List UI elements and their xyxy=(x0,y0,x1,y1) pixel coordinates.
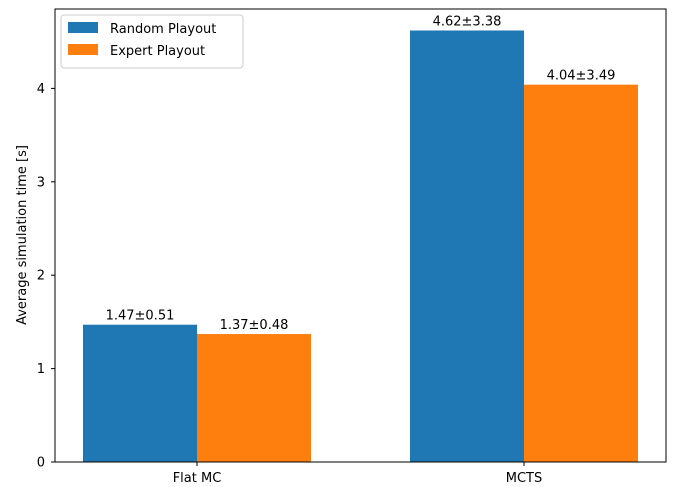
y-tick-0: 0 xyxy=(37,456,55,471)
x-tick-label-mcts: MCTS xyxy=(506,471,543,486)
y-axis-ticks: 0 1 2 3 4 xyxy=(37,82,55,471)
y-tick-label-3: 3 xyxy=(37,175,45,190)
bar-label-expert-playout-mcts: 4.04±3.49 xyxy=(547,69,616,84)
y-tick-label-1: 1 xyxy=(37,362,45,377)
y-tick-4: 4 xyxy=(37,82,55,97)
bar-label-random-playout-mcts: 4.62±3.38 xyxy=(433,14,502,29)
bar-expert-playout-flat-mc xyxy=(197,334,311,462)
legend-box xyxy=(60,14,244,69)
bars-group xyxy=(83,30,638,462)
y-axis-title: Average simulation time [s] xyxy=(15,145,30,325)
y-tick-1: 1 xyxy=(37,362,55,377)
bar-labels-group: 1.47±0.51 4.62±3.38 1.37±0.48 4.04±3.49 xyxy=(106,14,616,333)
y-tick-3: 3 xyxy=(37,175,55,190)
legend-swatch-random-playout xyxy=(68,22,98,33)
y-tick-2: 2 xyxy=(37,269,55,284)
bar-label-expert-playout-flat-mc: 1.37±0.48 xyxy=(220,318,289,333)
x-axis-ticks: Flat MC MCTS xyxy=(173,462,543,486)
legend-swatch-expert-playout xyxy=(68,44,98,55)
bar-random-playout-flat-mc xyxy=(83,324,197,462)
legend-label-random-playout: Random Playout xyxy=(110,22,216,37)
plot-area-frame xyxy=(54,8,667,463)
x-tick-mcts: MCTS xyxy=(506,462,543,486)
y-tick-label-2: 2 xyxy=(37,269,45,284)
bar-random-playout-mcts xyxy=(410,30,524,462)
bar-label-random-playout-flat-mc: 1.47±0.51 xyxy=(106,309,175,324)
legend: Random Playout Expert Playout xyxy=(60,14,244,69)
legend-label-expert-playout: Expert Playout xyxy=(110,44,205,59)
x-tick-label-flat-mc: Flat MC xyxy=(173,471,222,486)
x-tick-flat-mc: Flat MC xyxy=(173,462,222,486)
y-tick-label-4: 4 xyxy=(37,82,45,97)
y-tick-label-0: 0 xyxy=(37,456,45,471)
bar-expert-playout-mcts xyxy=(524,84,638,462)
